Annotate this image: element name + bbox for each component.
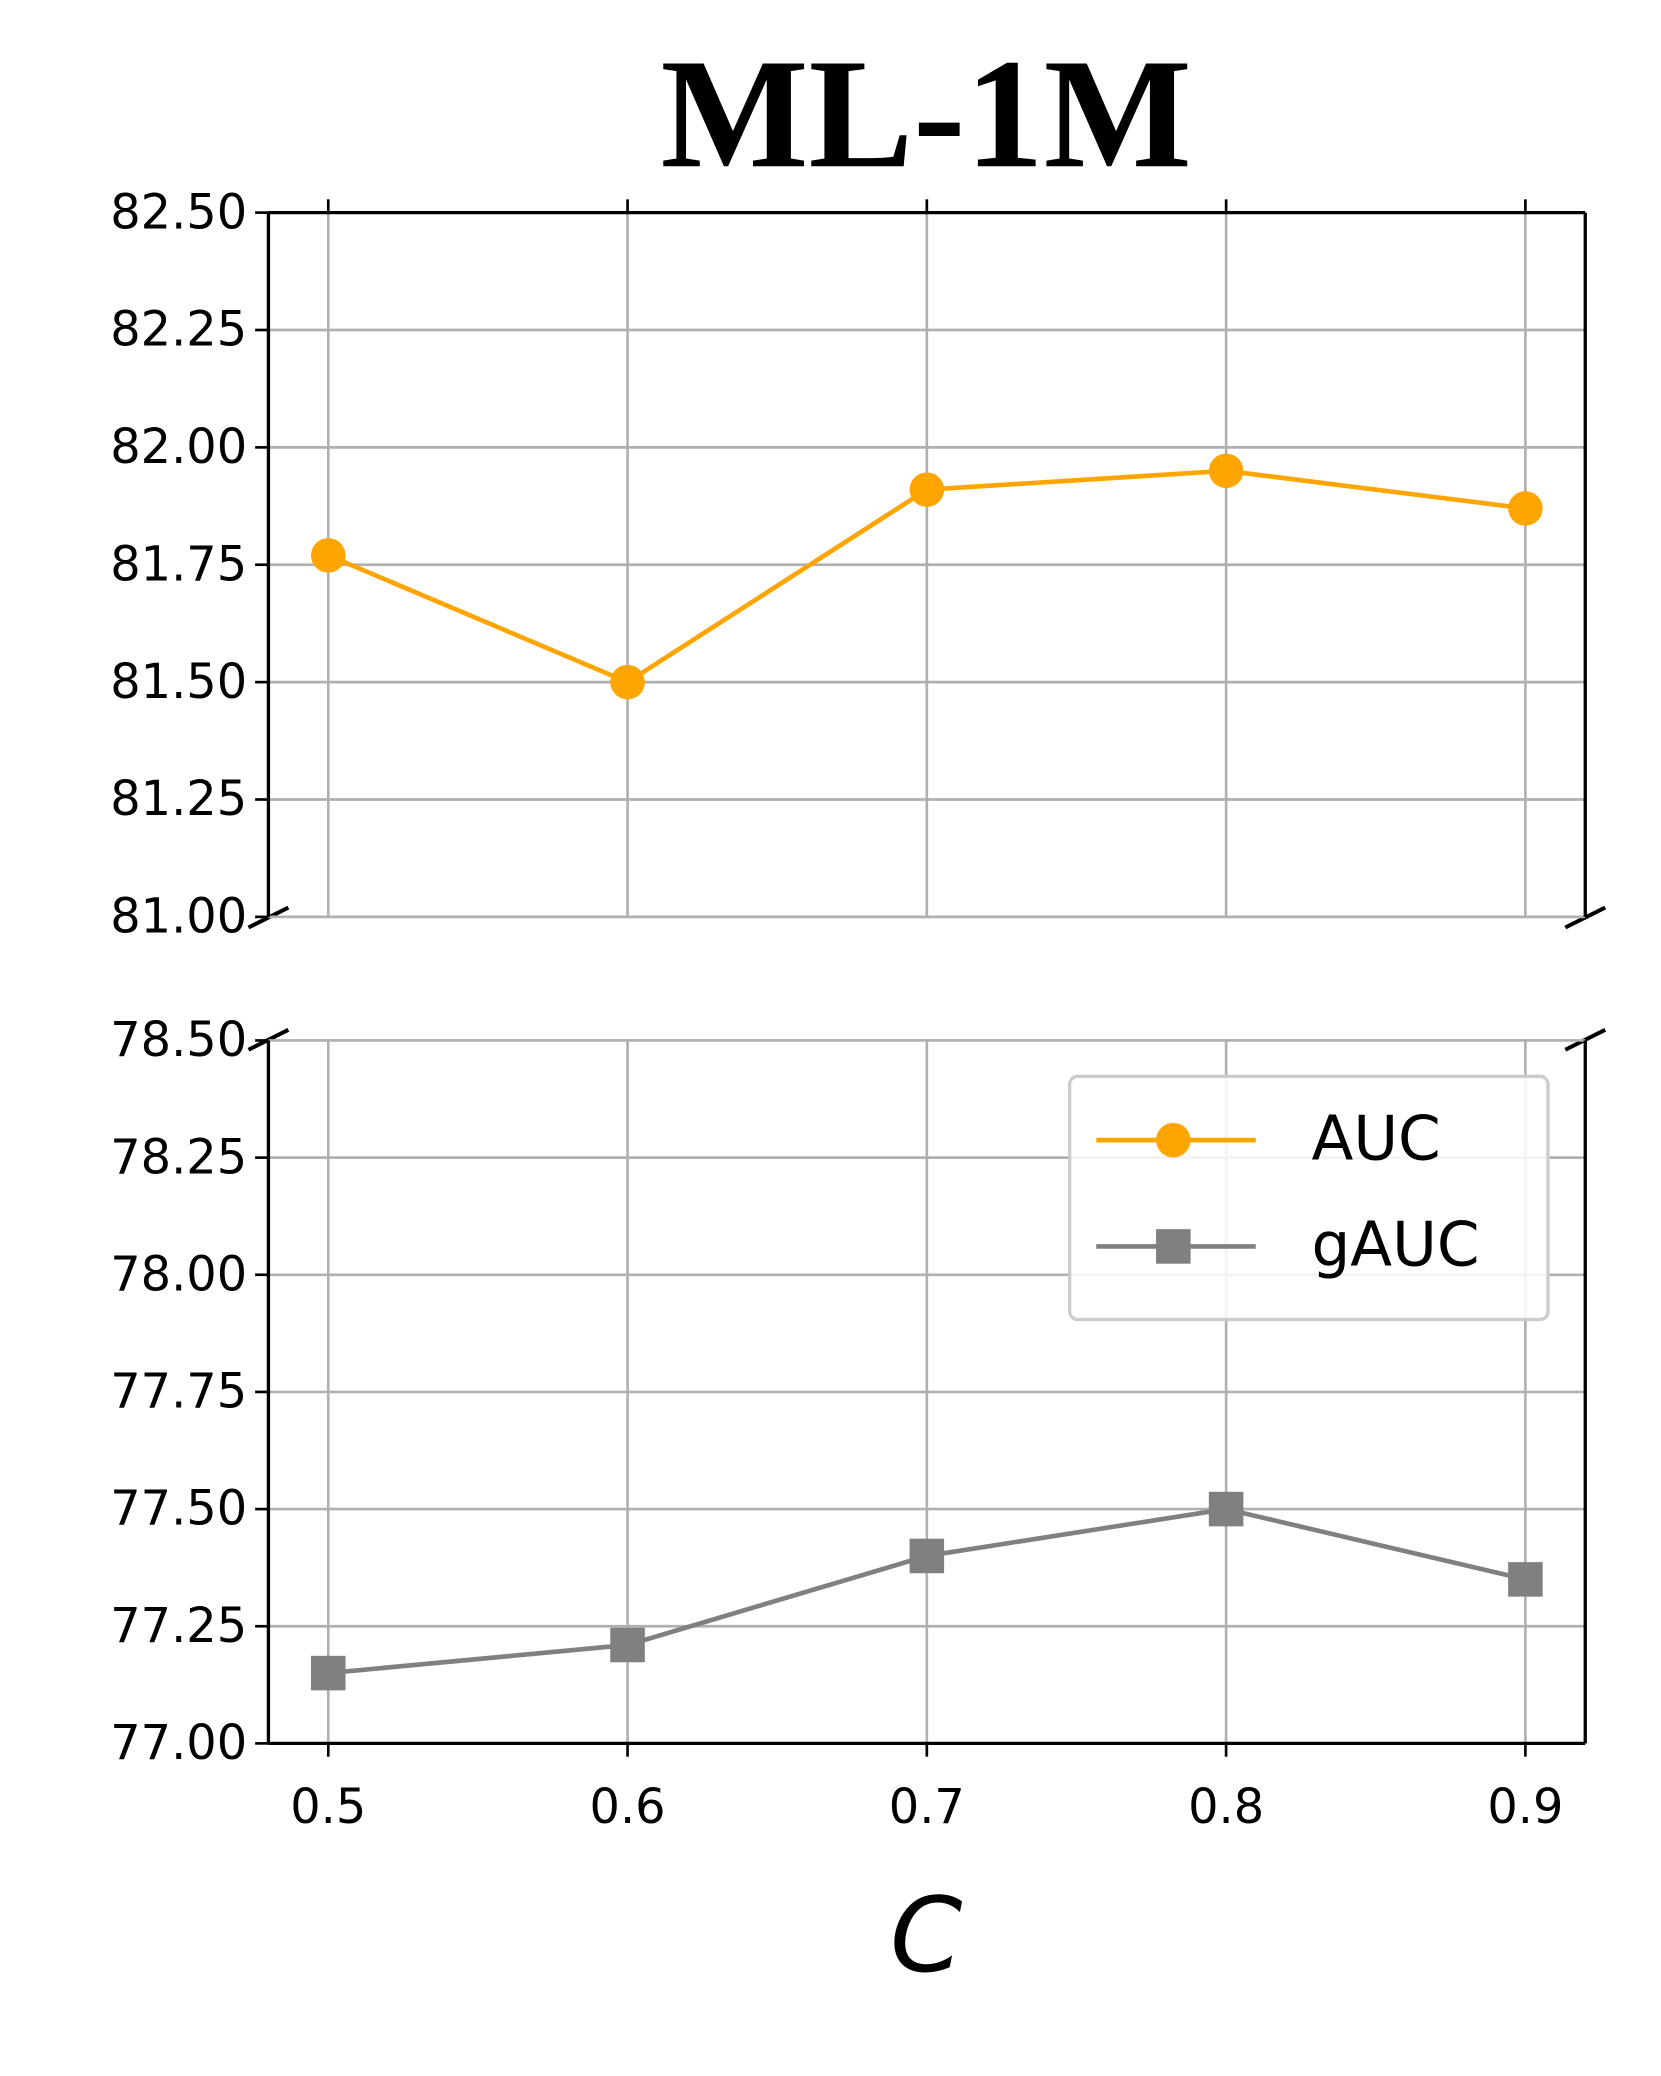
y-tick-label: 81.50	[110, 655, 247, 710]
data-point	[610, 1627, 645, 1663]
legend-label: gAUC	[1312, 1210, 1480, 1281]
data-point	[310, 1655, 346, 1691]
y-tick-label: 77.50	[110, 1482, 247, 1537]
y-tick-label: 77.25	[110, 1599, 247, 1654]
data-point	[909, 472, 945, 507]
x-tick-label: 0.9	[1487, 1780, 1563, 1835]
data-point	[909, 1538, 945, 1574]
data-point	[1508, 1562, 1543, 1597]
legend-box	[1068, 1074, 1550, 1322]
data-point	[1208, 1491, 1244, 1527]
data-point	[610, 664, 645, 700]
y-tick-label: 81.00	[110, 890, 247, 945]
legend-marker	[1156, 1122, 1191, 1158]
legend-marker	[1156, 1229, 1191, 1264]
data-point	[1508, 491, 1543, 526]
y-tick-label: 82.00	[110, 420, 247, 475]
x-tick-label: 0.8	[1188, 1780, 1264, 1835]
x-tick-label: 0.7	[889, 1780, 965, 1835]
y-tick-label: 78.00	[110, 1247, 247, 1302]
data-point	[1208, 453, 1244, 489]
y-tick-label: 82.50	[110, 185, 247, 240]
legend-label: AUC	[1312, 1103, 1441, 1174]
y-tick-label: 77.75	[110, 1365, 247, 1420]
x-axis-label: C	[890, 1876, 962, 1996]
y-tick-label: 82.25	[110, 303, 247, 358]
y-tick-label: 78.50	[110, 1013, 247, 1068]
data-point	[310, 538, 346, 573]
y-tick-label: 81.75	[110, 537, 247, 592]
y-tick-label: 81.25	[110, 772, 247, 827]
chart-title: ML-1M	[661, 26, 1192, 200]
y-tick-label: 78.25	[110, 1130, 247, 1185]
x-tick-label: 0.5	[290, 1780, 366, 1835]
x-tick-label: 0.6	[590, 1780, 666, 1835]
y-tick-label: 77.00	[110, 1716, 247, 1771]
